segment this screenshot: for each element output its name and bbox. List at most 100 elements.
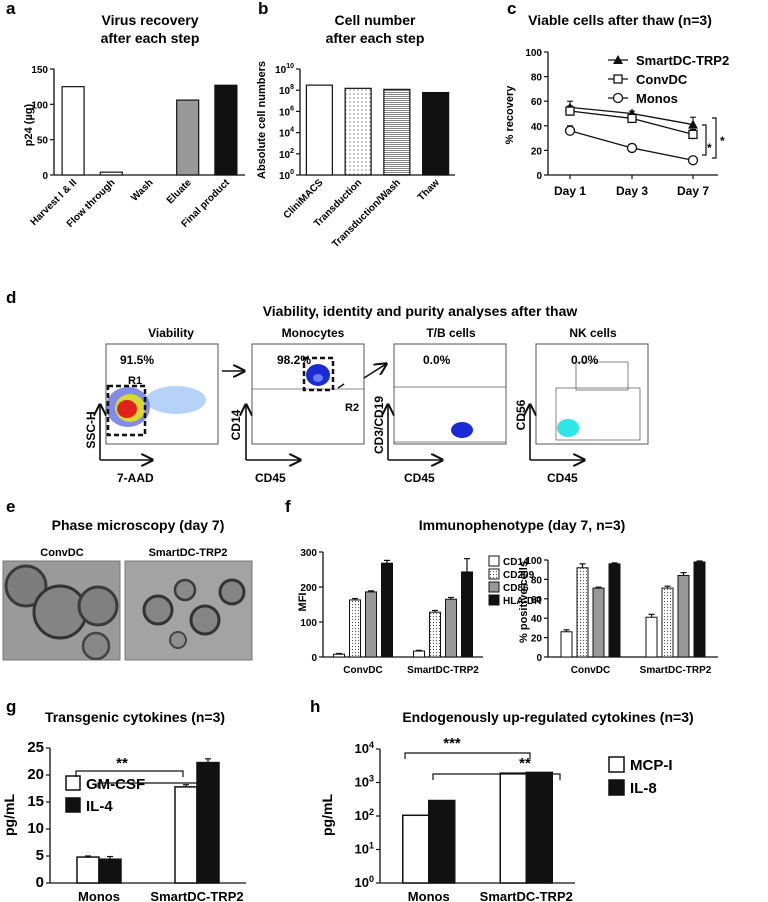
f2-y-tick-label-4: 80 xyxy=(531,575,543,586)
c-legend-marker-2 xyxy=(612,92,624,104)
h-legend-label-1: IL-8 xyxy=(630,780,657,797)
h-legend-swatch-1 xyxy=(608,779,625,796)
f2-bar-1-0 xyxy=(576,567,589,658)
f2-bar-3-1 xyxy=(693,561,706,658)
flow-pct-tb: 0.0% xyxy=(423,353,451,367)
h-y-tick-label-3: 103 xyxy=(355,774,374,790)
f-legend-swatch-0 xyxy=(488,555,500,567)
panel-c-sig-2: * xyxy=(720,134,725,148)
flow-xlabel-tb: CD45 xyxy=(404,471,435,485)
flow-frame-nk xyxy=(535,343,649,445)
c-point-0-2 xyxy=(688,119,698,129)
g-legend-label-1: IL-4 xyxy=(86,798,113,815)
flow-gate-r2-label: R2 xyxy=(345,402,359,414)
c-y-tick-label-1: 20 xyxy=(531,146,543,157)
b-bar-2 xyxy=(383,88,411,176)
population-viability-core xyxy=(117,400,137,418)
f-legend-swatch-1 xyxy=(488,568,500,580)
panel-g-letter: g xyxy=(6,697,16,716)
c-legend-label-1: ConvDC xyxy=(636,72,688,87)
a-category-2: Wash xyxy=(129,177,155,203)
a-bar-3 xyxy=(176,99,200,176)
panel-h-title: Endogenously up-regulated cytokines (n=3… xyxy=(402,709,693,725)
g-legend-swatch-1 xyxy=(65,797,81,813)
g-y-tick-label-1: 5 xyxy=(36,847,44,864)
panel-h-ylabel: pg/mL xyxy=(319,794,335,836)
flow-xlabel-viability: 7-AAD xyxy=(117,471,154,485)
f2-bar-2-0 xyxy=(592,587,605,658)
c-point-1-0 xyxy=(565,106,575,116)
panel-e-letter: e xyxy=(6,497,15,516)
flow-step-tick-r2 xyxy=(337,383,345,389)
h-bar-0-0 xyxy=(402,814,430,884)
panel-c-title: Viable cells after thaw (n=3) xyxy=(528,12,712,28)
b-y-tick-label-5: 1010 xyxy=(275,63,294,76)
gate-r1 xyxy=(106,384,147,437)
c-sig-bracket-2 xyxy=(712,117,717,159)
b-y-tick-label-3: 106 xyxy=(279,105,294,118)
f1-y-tick-label-1: 100 xyxy=(300,618,317,629)
g-bar-1-0 xyxy=(98,858,122,884)
c-legend-label-0: SmartDC-TRP2 xyxy=(636,53,729,68)
f1-y-tick-label-2: 200 xyxy=(300,583,317,594)
b-y-tick-label-4: 108 xyxy=(279,84,294,97)
f-legend-label-0: CD14 xyxy=(503,557,529,568)
a-bar-0 xyxy=(61,86,85,176)
a-bar-4 xyxy=(214,84,238,176)
panel-d-letter: d xyxy=(6,288,16,307)
h-bar-1-0 xyxy=(428,799,456,884)
b-bar-3 xyxy=(422,91,450,176)
f2-y-tick-label-5: 100 xyxy=(525,556,542,567)
gate-r2-box xyxy=(302,356,335,392)
flow-title-tb: T/B cells xyxy=(426,326,476,340)
h-category-1: SmartDC-TRP2 xyxy=(480,889,573,902)
c-point-2-1 xyxy=(626,142,638,154)
f-legend-label-3: HLA-DR xyxy=(503,596,542,607)
c-point-1-1 xyxy=(627,113,637,124)
b-y-tick-label-1: 102 xyxy=(279,148,294,161)
c-y-tick-label-0: 0 xyxy=(536,171,542,182)
a-y-tick-label-1: 50 xyxy=(37,136,49,147)
panel-b-letter: b xyxy=(258,0,268,18)
flow-xlabel-monocytes: CD45 xyxy=(255,471,286,485)
cell-smartdc-3 xyxy=(189,604,221,636)
panel-b-ylabel: Absolute cell numbers xyxy=(256,61,268,179)
flow-title-monocytes: Monocytes xyxy=(282,326,345,340)
flow-ylabel-monocytes: CD14 xyxy=(229,409,243,440)
panel-b-title: Cell number xyxy=(335,12,416,28)
panel-f-ylabel-2: % positive cells xyxy=(518,561,530,643)
flow-pct-nk: 0.0% xyxy=(571,353,599,367)
h-bar-1-1 xyxy=(525,771,553,884)
panel-h-letter: h xyxy=(310,697,320,716)
microscopy-group: ConvDC SmartDC-TRP2 xyxy=(2,547,253,661)
f1-bar-2-0 xyxy=(365,591,377,658)
cell-convdc-3 xyxy=(77,585,119,627)
gate-nk-upper xyxy=(575,361,629,391)
flow-ylabel-viability: SSC-H xyxy=(84,411,98,448)
population-nk xyxy=(557,419,579,437)
f2-category-1: SmartDC-TRP2 xyxy=(640,665,712,676)
b-bar-0 xyxy=(305,84,333,176)
panel-f-letter: f xyxy=(285,497,291,516)
f2-bar-0-1 xyxy=(645,616,658,658)
f2-bar-0-0 xyxy=(560,631,573,658)
g-y-tick-label-5: 25 xyxy=(27,739,44,756)
f-legend-label-2: CD86 xyxy=(503,583,529,594)
cell-convdc-1 xyxy=(4,564,48,608)
b-category-3: Thaw xyxy=(416,177,442,203)
h-y-tick-label-2: 102 xyxy=(355,807,374,823)
microscopy-label-smartdc: SmartDC-TRP2 xyxy=(149,547,228,559)
flow-ylabel-tb: CD3/CD19 xyxy=(372,396,386,454)
a-category-3: Eluate xyxy=(165,177,194,206)
cell-smartdc-1 xyxy=(142,594,174,626)
flow-title-nk: NK cells xyxy=(569,326,617,340)
h-y-tick-label-1: 101 xyxy=(355,841,374,857)
c-sig-bracket-1 xyxy=(702,124,707,156)
c-point-1-2 xyxy=(688,129,698,140)
c-legend-label-2: Monos xyxy=(636,91,678,106)
panel-a-letter: a xyxy=(6,0,16,18)
f2-bar-2-1 xyxy=(677,575,690,658)
f1-bar-2-1 xyxy=(445,598,457,658)
c-y-tick-label-3: 60 xyxy=(531,97,543,108)
flow-gate-r1-label: R1 xyxy=(128,375,142,387)
